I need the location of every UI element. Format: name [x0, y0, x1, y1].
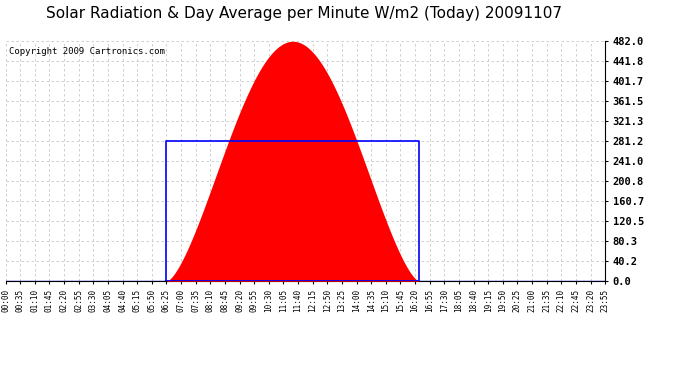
- Text: Copyright 2009 Cartronics.com: Copyright 2009 Cartronics.com: [8, 47, 164, 56]
- Text: Solar Radiation & Day Average per Minute W/m2 (Today) 20091107: Solar Radiation & Day Average per Minute…: [46, 6, 562, 21]
